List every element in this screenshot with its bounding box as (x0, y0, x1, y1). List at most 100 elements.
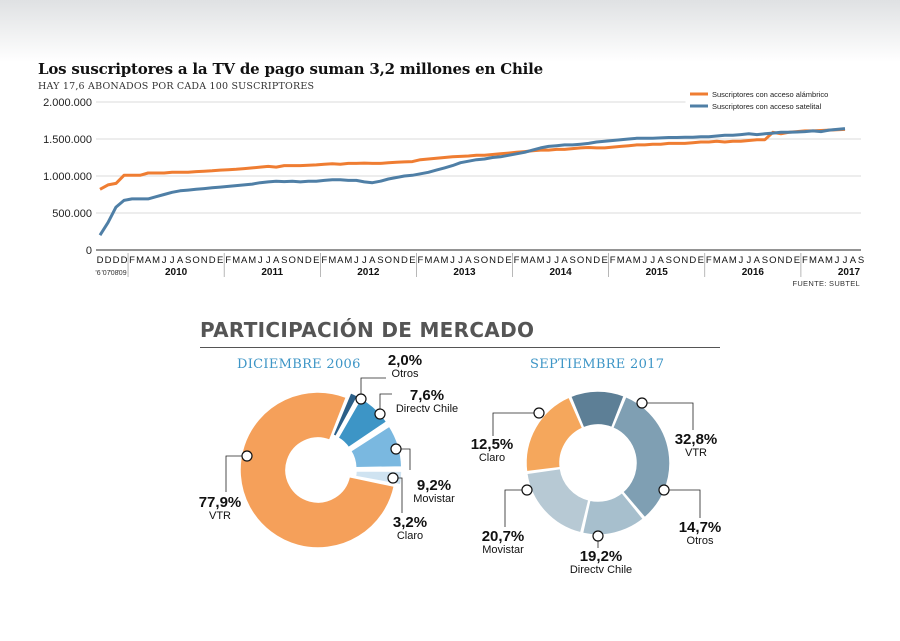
x-month-label: S (569, 255, 575, 266)
x-month-label: A (241, 255, 248, 266)
x-month-label: J (650, 255, 655, 266)
leader-marker (592, 530, 604, 542)
x-month-label: D (401, 255, 408, 266)
x-month-label: D (209, 255, 216, 266)
x-month-label: A (433, 255, 440, 266)
x-year-label: 2010 (165, 267, 188, 278)
x-month-label: J (546, 255, 551, 266)
x-month-label: J (362, 255, 367, 266)
x-early-year-label: '6 (95, 270, 100, 277)
x-month-label: S (666, 255, 672, 266)
x-month-label: A (145, 255, 152, 266)
x-month-label: E (794, 255, 800, 266)
donut-slice-movistar (525, 396, 584, 473)
x-month-label: J (170, 255, 175, 266)
x-month-label: M (248, 255, 256, 266)
y-tick-label: 0 (86, 245, 92, 257)
leader-2006-vtr (225, 455, 247, 492)
label-2006-directv: 7,6% Directv Chile (395, 387, 459, 415)
x-month-label: E (505, 255, 511, 266)
x-month-label: A (177, 255, 184, 266)
x-month-label: E (601, 255, 607, 266)
x-month-label: N (393, 255, 400, 266)
x-year-label: 2016 (742, 267, 765, 278)
donut-slice-directv (337, 396, 388, 449)
y-tick-label: 2.000.000 (43, 97, 92, 109)
chart-subtitle: HAY 17,6 ABONADOS POR CADA 100 SUSCRIPTO… (38, 81, 315, 92)
x-month-label: A (529, 255, 536, 266)
x-month-label: F (321, 255, 327, 266)
x-month-label: N (777, 255, 784, 266)
x-month-label: D (305, 255, 312, 266)
x-month-label: O (577, 255, 584, 266)
x-month-label: M (537, 255, 545, 266)
x-month-label: N (585, 255, 592, 266)
label-2017-otros: 14,7% Otros (678, 519, 722, 547)
series-line-alambrico (99, 127, 846, 191)
x-month-label: N (681, 255, 688, 266)
x-month-label: D (689, 255, 696, 266)
x-month-label: E (409, 255, 415, 266)
x-month-label: N (201, 255, 208, 266)
x-month-label: F (418, 255, 424, 266)
leader-2017-otros (664, 489, 701, 518)
donut-slice-claro (569, 390, 626, 429)
y-tick-label: 1.000.000 (43, 171, 92, 183)
x-month-label: F (129, 255, 135, 266)
leader-marker (390, 443, 402, 455)
x-early-year-label: '09 (117, 270, 126, 277)
x-month-label: M (152, 255, 160, 266)
x-month-label: M (328, 255, 336, 266)
market-section-title: PARTICIPACIÓN DE MERCADO (200, 318, 535, 342)
source-note: FUENTE: SUBTEL (792, 279, 860, 288)
x-month-label: S (473, 255, 479, 266)
x-month-label: O (385, 255, 392, 266)
x-month-label: F (802, 255, 808, 266)
x-month-label: F (610, 255, 616, 266)
x-month-label: S (185, 255, 191, 266)
x-month-label: J (258, 255, 263, 266)
legend-label: Suscriptores con acceso alámbrico (712, 90, 828, 99)
leader-2006-directv (379, 393, 392, 414)
x-month-label: N (489, 255, 496, 266)
x-month-label: M (729, 255, 737, 266)
x-month-label: A (818, 255, 825, 266)
legend-box (685, 85, 862, 115)
x-month-label: A (561, 255, 568, 266)
donut-slice-otros (331, 391, 359, 438)
y-tick-label: 500.000 (52, 208, 92, 220)
x-month-label: E (217, 255, 223, 266)
x-month-label: J (266, 255, 271, 266)
leader-marker (241, 450, 253, 462)
x-month-label: A (626, 255, 633, 266)
x-month-label: S (762, 255, 768, 266)
x-year-label: 2015 (646, 267, 669, 278)
label-2017-vtr: 32,8% VTR (674, 431, 718, 459)
x-year-label: 2014 (549, 267, 572, 278)
x-month-label: M (136, 255, 144, 266)
x-month-label: O (289, 255, 296, 266)
x-month-label: J (738, 255, 743, 266)
x-month-label: O (769, 255, 776, 266)
x-year-label: 2011 (261, 267, 283, 278)
label-2017-claro: 12,5% Claro (470, 436, 514, 464)
label-2017-movistar: 20,7% Movistar (481, 528, 525, 556)
x-month-label: D (113, 255, 120, 266)
x-month-label: D (497, 255, 504, 266)
x-month-label: M (713, 255, 721, 266)
leader-marker (387, 472, 399, 484)
x-month-label: F (225, 255, 231, 266)
x-month-label: A (850, 255, 857, 266)
x-early-year-label: '08 (109, 270, 118, 277)
x-month-label: J (162, 255, 167, 266)
header-band (0, 0, 900, 62)
x-month-label: D (97, 255, 104, 266)
x-month-label: S (858, 255, 864, 266)
legend-label: Suscriptores con acceso satelital (712, 102, 822, 111)
x-month-label: M (440, 255, 448, 266)
x-year-label: 2012 (357, 267, 380, 278)
x-month-label: J (746, 255, 751, 266)
x-month-label: A (722, 255, 729, 266)
x-month-label: A (337, 255, 344, 266)
